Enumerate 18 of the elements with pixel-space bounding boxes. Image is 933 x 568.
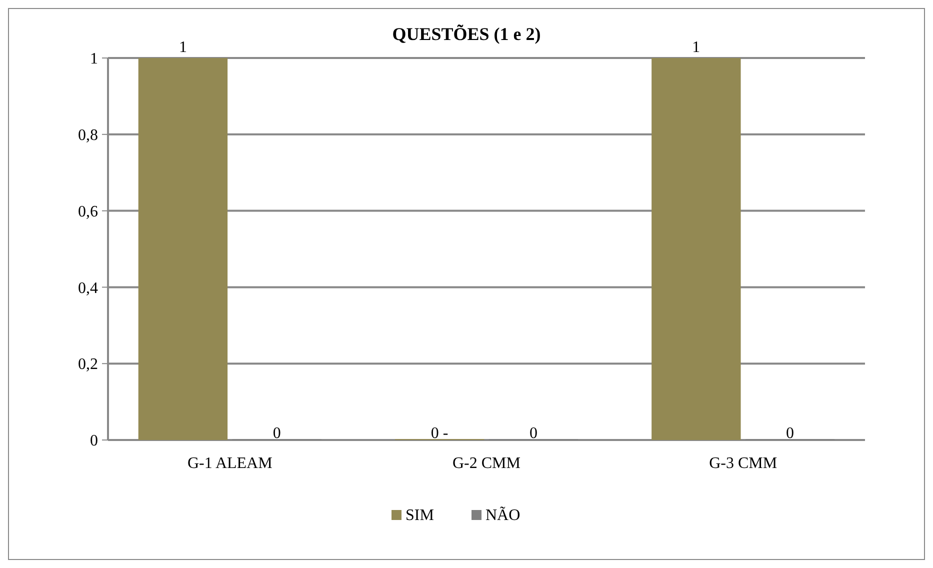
data-label: 0	[272, 425, 281, 442]
y-tick-label: 0	[90, 432, 98, 450]
x-tick-label: G-2 CMM	[452, 455, 521, 472]
data-label: 0 -	[430, 425, 448, 442]
chart-title: QUESTÕES (1 e 2)	[392, 24, 541, 44]
legend-label: NÃO	[486, 506, 520, 524]
data-label: 1	[178, 39, 187, 56]
data-label: 0	[529, 425, 538, 442]
data-label: 1	[692, 39, 700, 56]
y-tick-label: 1	[90, 50, 98, 68]
legend-label: SIM	[406, 507, 434, 524]
x-tick-label: G-1 ALEAM	[187, 455, 272, 472]
y-tick-label: 0,2	[78, 356, 98, 374]
y-tick-label: 0,8	[78, 127, 98, 144]
data-label: 0	[786, 425, 794, 442]
y-tick-label: 0,4	[78, 280, 98, 297]
x-tick-label: G-3 CMM	[709, 455, 778, 472]
y-tick-label: 0,6	[78, 203, 98, 220]
